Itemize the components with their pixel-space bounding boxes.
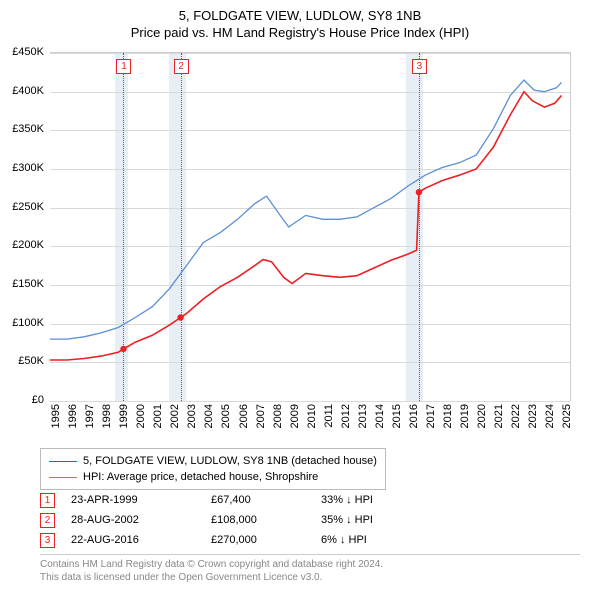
x-tick-label: 2011 [323, 404, 335, 428]
y-tick-label: £50K [18, 355, 44, 367]
sale-date: 28-AUG-2002 [71, 514, 211, 526]
x-axis: 1995 1996 1997 1998 1999 2000 2001 2002 2003 2004… [50, 400, 570, 448]
chart-title: 5, FOLDGATE VIEW, LUDLOW, SY8 1NB Price … [0, 0, 600, 42]
y-tick-label: £250K [12, 201, 44, 213]
legend-item: HPI: Average price, detached house, Shro… [49, 469, 377, 485]
x-tick-label: 1995 [50, 404, 62, 428]
x-tick-label: 1998 [101, 404, 113, 428]
y-tick-label: £0 [32, 394, 44, 406]
x-tick-label: 2002 [169, 404, 181, 428]
sale-date: 23-APR-1999 [71, 494, 211, 506]
y-tick-label: £450K [12, 46, 44, 58]
x-tick-label: 2007 [255, 404, 267, 428]
x-tick-label: 2004 [203, 404, 215, 428]
x-tick-label: 2021 [493, 404, 505, 428]
chart-svg [50, 53, 570, 401]
sale-point [120, 346, 126, 352]
x-tick-label: 2024 [544, 404, 556, 428]
x-tick-label: 2000 [135, 404, 147, 428]
title-line-2: Price paid vs. HM Land Registry's House … [0, 25, 600, 42]
x-tick-label: 1999 [118, 404, 130, 428]
sale-row: 2 28-AUG-2002£108,00035% ↓ HPI [40, 510, 441, 530]
x-tick-label: 2016 [408, 404, 420, 428]
x-tick-label: 2006 [238, 404, 250, 428]
x-tick-label: 2020 [476, 404, 488, 428]
series-line-hpi [50, 80, 562, 339]
y-tick-label: £200K [12, 239, 44, 251]
x-tick-label: 2010 [306, 404, 318, 428]
title-line-1: 5, FOLDGATE VIEW, LUDLOW, SY8 1NB [0, 8, 600, 25]
sale-point [177, 314, 183, 320]
sale-diff: 33% ↓ HPI [321, 494, 441, 506]
legend-swatch [49, 477, 77, 478]
chart-plot-area: 123 [50, 52, 571, 401]
sale-row: 3 22-AUG-2016£270,0006% ↓ HPI [40, 530, 441, 550]
x-tick-label: 2003 [186, 404, 198, 428]
attribution-line: Contains HM Land Registry data © Crown c… [40, 559, 580, 572]
sale-marker-icon: 3 [40, 533, 55, 548]
y-tick-label: £400K [12, 85, 44, 97]
sales-table: 1 23-APR-1999£67,40033% ↓ HPI 2 28-AUG-2002… [40, 490, 441, 550]
legend-label: HPI: Average price, detached house, Shro… [83, 471, 318, 483]
y-tick-label: £100K [12, 317, 44, 329]
sale-point [416, 189, 422, 195]
x-tick-label: 2008 [272, 404, 284, 428]
x-tick-label: 2025 [561, 404, 573, 428]
sale-price: £270,000 [211, 534, 321, 546]
x-tick-label: 2015 [391, 404, 403, 428]
x-tick-label: 2014 [374, 404, 386, 428]
series-line-price_paid [50, 92, 562, 360]
x-tick-label: 2023 [527, 404, 539, 428]
sale-diff: 6% ↓ HPI [321, 534, 441, 546]
sale-marker-icon: 2 [40, 513, 55, 528]
chart-container: 5, FOLDGATE VIEW, LUDLOW, SY8 1NB Price … [0, 0, 600, 590]
y-tick-label: £150K [12, 278, 44, 290]
sale-price: £67,400 [211, 494, 321, 506]
legend-item: 5, FOLDGATE VIEW, LUDLOW, SY8 1NB (detac… [49, 453, 377, 469]
x-tick-label: 2005 [220, 404, 232, 428]
y-tick-label: £350K [12, 123, 44, 135]
x-tick-label: 1996 [67, 404, 79, 428]
sale-date: 22-AUG-2016 [71, 534, 211, 546]
y-axis: £0£50K£100K£150K£200K£250K£300K£350K£400… [0, 52, 48, 400]
x-tick-label: 2022 [510, 404, 522, 428]
attribution: Contains HM Land Registry data © Crown c… [40, 554, 580, 584]
sale-diff: 35% ↓ HPI [321, 514, 441, 526]
x-tick-label: 2013 [357, 404, 369, 428]
x-tick-label: 2017 [425, 404, 437, 428]
sale-marker-icon: 1 [40, 493, 55, 508]
y-tick-label: £300K [12, 162, 44, 174]
x-tick-label: 2018 [442, 404, 454, 428]
sale-row: 1 23-APR-1999£67,40033% ↓ HPI [40, 490, 441, 510]
x-tick-label: 2001 [152, 404, 164, 428]
legend: 5, FOLDGATE VIEW, LUDLOW, SY8 1NB (detac… [40, 448, 386, 490]
legend-label: 5, FOLDGATE VIEW, LUDLOW, SY8 1NB (detac… [83, 455, 377, 467]
attribution-line: This data is licensed under the Open Gov… [40, 572, 580, 585]
x-tick-label: 1997 [84, 404, 96, 428]
legend-swatch [49, 461, 77, 462]
x-tick-label: 2019 [459, 404, 471, 428]
x-tick-label: 2012 [340, 404, 352, 428]
sale-price: £108,000 [211, 514, 321, 526]
x-tick-label: 2009 [289, 404, 301, 428]
